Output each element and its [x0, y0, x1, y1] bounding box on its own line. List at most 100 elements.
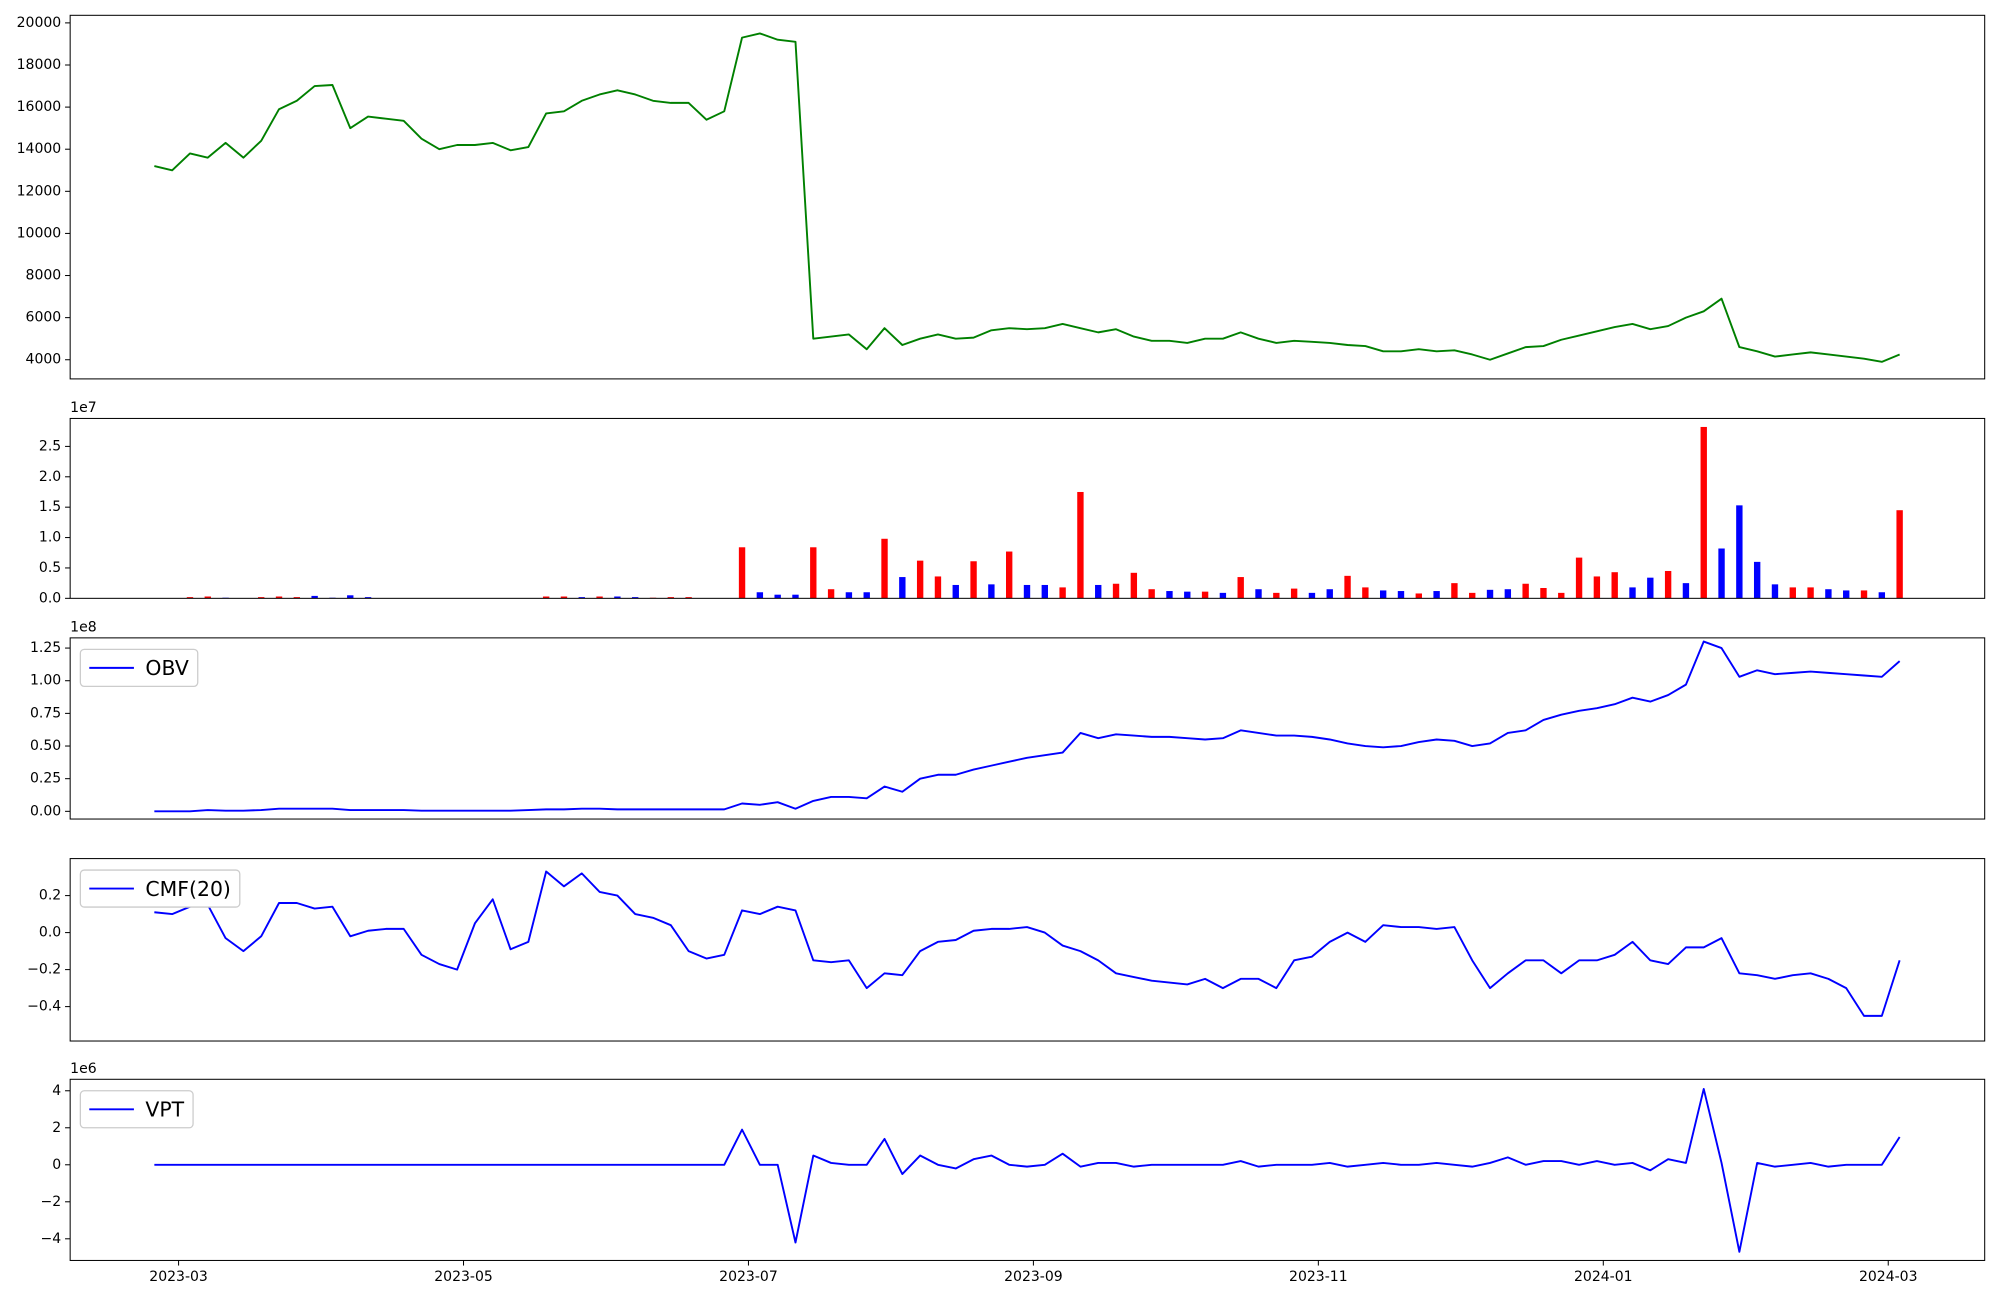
- volume-bar: [1112, 583, 1120, 599]
- axis-offset-text: 1e7: [70, 400, 96, 416]
- volume-bar: [560, 596, 568, 599]
- volume-bar: [1896, 510, 1903, 599]
- x-tick-label: 2023-07: [719, 1269, 778, 1285]
- y-tick-label: 0.5: [39, 560, 61, 576]
- volume-bar: [685, 597, 692, 599]
- volume-bar: [952, 584, 959, 599]
- y-tick-label: 2.5: [39, 438, 61, 454]
- y-tick-label: −4: [41, 1231, 62, 1247]
- volume-bar: [614, 596, 621, 599]
- volume-bar: [1362, 587, 1369, 599]
- y-tick-label: 0.50: [30, 738, 61, 754]
- volume-bar: [1379, 590, 1387, 599]
- axis-offset-text: 1e6: [70, 1061, 97, 1077]
- y-tick-label: 20000: [17, 15, 62, 31]
- volume-bar: [542, 596, 550, 599]
- volume-bar: [1415, 593, 1422, 599]
- volume-bar: [1005, 551, 1013, 599]
- y-tick-label: 1.00: [30, 673, 61, 689]
- volume-bar: [1451, 583, 1458, 599]
- panel: −4 −2 0 2 4 1e6 VPT 2023-03 2023-05 2023-07 2023-0…: [41, 1061, 1986, 1285]
- legend: CMF(20): [79, 869, 241, 908]
- volume-bar: [1148, 589, 1155, 599]
- volume-bar: [293, 597, 301, 599]
- volume-bar: [1237, 577, 1244, 599]
- y-tick-label: 0.25: [30, 771, 61, 787]
- y-tick-label: 12000: [17, 183, 62, 199]
- legend-box: [79, 648, 199, 687]
- volume-bar: [1575, 557, 1583, 599]
- volume-bar: [347, 595, 354, 599]
- legend-label: OBV: [145, 656, 188, 680]
- volume-bar: [881, 538, 888, 599]
- volume-bar: [258, 597, 265, 599]
- volume-bar: [364, 597, 372, 599]
- volume-bar: [738, 547, 746, 599]
- volume-bar: [1558, 592, 1565, 599]
- volume-bar: [1682, 583, 1690, 599]
- axis-offset-text: 1e8: [70, 620, 96, 636]
- volume-bar: [845, 592, 853, 599]
- volume-bar: [1718, 548, 1725, 599]
- volume-bar: [1023, 584, 1031, 599]
- y-tick-label: 0.2: [39, 888, 61, 904]
- y-tick-label: 1.0: [39, 530, 61, 546]
- volume-bar: [827, 589, 835, 599]
- y-tick-label: 0.0: [39, 590, 61, 606]
- volume-bar: [1700, 426, 1707, 599]
- volume-bar: [988, 584, 995, 599]
- y-tick-label: 0.0: [39, 925, 61, 941]
- volume-bar: [632, 597, 639, 599]
- y-tick-label: 0: [52, 1157, 61, 1173]
- y-tick-label: 4000: [26, 352, 62, 368]
- y-tick-label: 16000: [17, 99, 62, 115]
- x-tick-label: 2023-03: [149, 1269, 208, 1285]
- y-tick-label: 0.00: [30, 803, 61, 819]
- volume-bar: [774, 594, 781, 599]
- volume-bar: [1771, 584, 1779, 599]
- volume-bar: [916, 560, 924, 599]
- volume-bar: [1290, 588, 1298, 599]
- volume-bar: [1664, 570, 1672, 599]
- volume-bar: [1201, 591, 1209, 599]
- legend: OBV: [79, 648, 199, 687]
- y-tick-label: 2.0: [39, 469, 61, 485]
- volume-bar: [1077, 491, 1084, 599]
- volume-bar: [810, 547, 817, 599]
- volume-bar: [1469, 592, 1476, 599]
- volume-bar: [970, 561, 977, 599]
- volume-bar: [1647, 577, 1654, 599]
- y-tick-label: 18000: [17, 57, 62, 73]
- volume-bar: [1753, 561, 1761, 599]
- volume-bar: [186, 597, 194, 599]
- volume-bar: [1095, 584, 1102, 599]
- plot-frame: [69, 637, 1986, 820]
- volume-bar: [578, 597, 585, 599]
- volume-bar: [1825, 589, 1832, 599]
- volume-bar: [596, 596, 603, 599]
- x-tick-label: 2024-01: [1574, 1269, 1633, 1285]
- panel: 0.0 0.5 1.0 1.5 2.0 2.5 1e7: [39, 400, 1986, 606]
- plot-frame: [69, 14, 1986, 380]
- y-tick-label: −2: [41, 1194, 62, 1210]
- y-tick-label: 0.75: [30, 705, 61, 721]
- volume-bar: [1593, 576, 1601, 599]
- volume-bar: [1504, 589, 1512, 599]
- volume-bar: [1736, 505, 1743, 599]
- y-tick-label: 14000: [17, 141, 62, 157]
- x-tick-label: 2024-03: [1859, 1269, 1918, 1285]
- panel: 0.00 0.25 0.50 0.75 1.00 1.25 1e8 OBV: [30, 620, 1986, 820]
- volume-bar: [1522, 583, 1529, 599]
- volume-bar: [1041, 584, 1048, 599]
- volume-bar: [1344, 575, 1351, 599]
- volume-bar: [1397, 591, 1405, 599]
- y-tick-label: 2: [52, 1120, 61, 1136]
- y-tick-label: 1.25: [30, 640, 61, 656]
- volume-bar: [667, 597, 675, 599]
- volume-bar: [899, 577, 906, 599]
- panel: −0.4 −0.2 0.0 0.2 CMF(20): [27, 858, 1986, 1042]
- legend-box: [79, 869, 241, 908]
- volume-bar: [863, 592, 870, 599]
- legend-box: [79, 1090, 194, 1129]
